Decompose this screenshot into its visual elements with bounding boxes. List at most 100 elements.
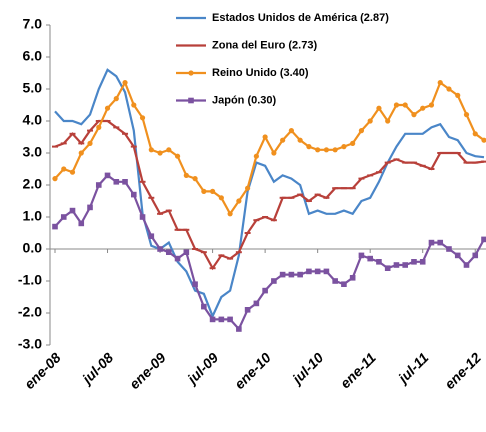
point xyxy=(376,105,382,111)
point xyxy=(402,262,409,268)
point xyxy=(209,188,216,194)
point xyxy=(148,147,154,153)
point xyxy=(323,268,330,275)
legend-label: Estados Unidos de América (2.87) xyxy=(212,12,389,24)
point xyxy=(446,246,452,252)
x-tick-label: jul-11 xyxy=(394,349,432,387)
point xyxy=(428,102,435,108)
point xyxy=(60,214,67,220)
x-tick-label: ene-10 xyxy=(231,349,274,392)
point xyxy=(104,172,111,179)
point xyxy=(306,144,312,150)
point xyxy=(481,137,486,143)
point xyxy=(188,97,194,104)
point xyxy=(306,268,312,275)
point xyxy=(358,252,365,259)
point xyxy=(358,128,365,134)
point xyxy=(188,70,194,76)
point xyxy=(437,239,444,246)
point xyxy=(253,153,259,159)
point xyxy=(367,255,373,262)
x-tick-label: jul-09 xyxy=(183,349,222,388)
point xyxy=(376,259,382,265)
point xyxy=(472,131,478,137)
legend-label: Reino Unido (3.40) xyxy=(212,67,309,79)
point xyxy=(323,147,330,153)
x-tick-label: jul-10 xyxy=(288,349,327,388)
point xyxy=(271,278,277,284)
point xyxy=(131,102,137,108)
y-tick-label: -3.0 xyxy=(18,336,42,352)
y-tick-label: 5.0 xyxy=(23,80,43,96)
x-tick-label: ene-11 xyxy=(337,349,379,391)
point xyxy=(157,246,163,252)
legend-label: Japón (0.30) xyxy=(212,94,277,106)
point xyxy=(122,80,128,86)
point xyxy=(236,198,242,204)
x-tick-label: jul-08 xyxy=(78,349,117,388)
point xyxy=(139,214,146,220)
point xyxy=(314,268,321,275)
point xyxy=(341,144,347,150)
y-tick-label: -2.0 xyxy=(18,304,42,320)
point xyxy=(262,134,268,140)
point xyxy=(183,172,189,178)
point xyxy=(244,307,251,313)
point xyxy=(227,316,233,323)
point xyxy=(113,179,120,185)
point xyxy=(78,150,84,156)
point xyxy=(341,281,347,287)
point xyxy=(166,249,172,255)
point xyxy=(402,102,408,108)
point xyxy=(288,128,294,134)
y-tick-label: 2.0 xyxy=(23,176,43,192)
point xyxy=(350,140,356,146)
point xyxy=(446,86,452,92)
point xyxy=(122,179,128,185)
point xyxy=(218,195,224,201)
point xyxy=(95,182,102,188)
point xyxy=(201,188,207,194)
point xyxy=(201,303,207,310)
point xyxy=(315,147,321,153)
legend-label: Zona del Euro (2.73) xyxy=(212,39,317,51)
point xyxy=(245,185,251,191)
y-tick-label: 4.0 xyxy=(23,112,43,128)
point xyxy=(183,249,190,255)
point xyxy=(148,233,155,239)
point xyxy=(174,153,181,159)
series-line xyxy=(54,68,485,320)
point xyxy=(437,80,443,86)
point xyxy=(61,166,67,172)
point xyxy=(139,115,146,121)
point xyxy=(455,92,461,98)
point xyxy=(454,252,461,259)
point xyxy=(481,236,486,243)
y-tick-label: 7.0 xyxy=(23,16,43,32)
series-line xyxy=(54,173,485,331)
point xyxy=(393,262,400,268)
point xyxy=(428,239,435,246)
point xyxy=(280,137,286,143)
point xyxy=(69,207,76,214)
y-tick-label: -1.0 xyxy=(18,272,42,288)
point xyxy=(157,150,163,156)
point xyxy=(78,220,85,227)
point xyxy=(52,223,58,230)
point xyxy=(297,271,303,278)
point xyxy=(271,150,277,156)
point xyxy=(253,300,260,307)
point xyxy=(393,102,400,108)
y-tick-label: 3.0 xyxy=(23,144,43,160)
y-tick-label: 1.0 xyxy=(23,208,43,224)
point xyxy=(113,96,119,102)
point xyxy=(420,105,426,111)
x-tick-label: ene-08 xyxy=(21,349,64,392)
point xyxy=(218,316,225,323)
point xyxy=(87,204,93,211)
point xyxy=(104,105,111,111)
point xyxy=(297,137,303,143)
point xyxy=(367,118,373,124)
point xyxy=(166,147,172,153)
